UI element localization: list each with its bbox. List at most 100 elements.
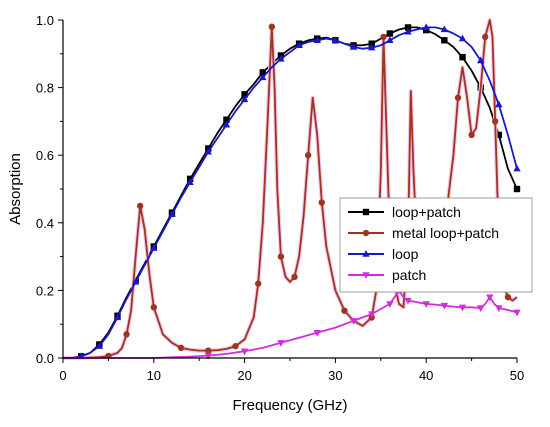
y-tick-label: 0.6 <box>36 148 54 163</box>
data-point <box>240 95 249 103</box>
x-tick-label: 50 <box>510 368 524 383</box>
series-line <box>63 26 518 359</box>
legend-label: metal loop+patch <box>392 225 499 241</box>
data-point <box>349 43 358 50</box>
data-point <box>277 340 285 347</box>
data-point <box>513 309 521 317</box>
data-point <box>136 202 144 210</box>
y-axis-title: Absorption <box>7 153 24 225</box>
data-point <box>277 54 285 62</box>
data-point <box>240 348 249 356</box>
data-point <box>268 23 276 30</box>
y-tick-label: 0.2 <box>36 283 54 298</box>
data-point <box>468 131 475 139</box>
data-point <box>386 301 394 308</box>
data-point <box>204 147 212 155</box>
data-point <box>440 25 449 33</box>
data-point <box>177 344 185 352</box>
plot-area <box>63 18 521 360</box>
data-point <box>368 311 376 319</box>
legend-marker <box>362 229 370 237</box>
legend: loop+patch metal loop+patch loop patch <box>339 197 533 293</box>
data-point <box>504 293 512 301</box>
data-point <box>318 199 325 206</box>
x-tick-label: 10 <box>147 368 161 383</box>
data-point <box>123 331 130 338</box>
legend-box <box>339 197 533 293</box>
data-point <box>495 305 503 312</box>
data-point <box>476 305 485 312</box>
series-patch <box>63 287 521 360</box>
x-axis-title: Frequency (GHz) <box>232 397 347 414</box>
data-point <box>386 36 394 43</box>
series-line <box>63 19 518 359</box>
data-point <box>423 26 430 34</box>
data-point <box>458 304 467 312</box>
x-axis-ticks: 0 10 20 30 40 50 <box>59 358 524 383</box>
data-point <box>205 347 212 354</box>
data-point <box>513 185 521 193</box>
data-point <box>404 297 412 305</box>
data-point <box>222 120 231 128</box>
x-tick-label: 40 <box>419 368 433 383</box>
y-tick-label: 0.8 <box>36 81 54 96</box>
data-point <box>259 69 266 76</box>
data-point <box>404 24 412 31</box>
data-point <box>241 91 248 98</box>
data-point <box>113 313 122 321</box>
data-point <box>255 280 262 287</box>
data-point <box>422 301 430 308</box>
legend-marker <box>362 250 370 257</box>
data-point <box>458 34 467 42</box>
data-point <box>349 318 358 325</box>
data-point <box>422 23 430 31</box>
data-point <box>495 131 503 139</box>
legend-item: patch <box>348 267 426 283</box>
data-point <box>476 56 485 64</box>
x-tick-label: 30 <box>328 368 342 383</box>
data-point <box>313 36 321 43</box>
data-point <box>386 30 394 37</box>
data-point <box>482 33 489 41</box>
data-point <box>150 304 157 311</box>
x-tick-label: 0 <box>59 368 66 383</box>
data-point <box>232 342 239 350</box>
legend-marker <box>362 272 370 279</box>
data-point <box>440 302 449 310</box>
y-tick-label: 0.0 <box>36 351 54 366</box>
data-point <box>295 41 303 49</box>
data-point <box>259 73 267 81</box>
data-point <box>204 352 212 360</box>
series-loop <box>63 23 521 360</box>
data-point <box>131 277 140 285</box>
y-axis-ticks: 0.0 0.2 0.4 0.6 0.8 1.0 <box>36 13 63 366</box>
legend-label: loop <box>392 246 419 262</box>
data-point <box>513 164 521 172</box>
legend-item: loop+patch <box>348 204 461 220</box>
data-point <box>495 100 503 108</box>
data-point <box>404 27 412 35</box>
y-tick-label: 0.4 <box>36 216 54 231</box>
data-point <box>441 37 448 44</box>
data-point <box>95 342 104 349</box>
data-point <box>368 40 375 47</box>
data-point <box>277 253 285 260</box>
data-point <box>486 294 494 302</box>
data-point <box>380 33 387 41</box>
data-point <box>313 329 321 337</box>
data-point <box>368 43 376 51</box>
legend-marker <box>362 208 370 216</box>
data-point <box>454 94 462 101</box>
legend-label: patch <box>392 267 426 283</box>
legend-item: loop <box>348 246 419 262</box>
data-point <box>223 116 230 123</box>
y-tick-label: 1.0 <box>36 13 54 28</box>
data-point <box>492 118 499 125</box>
data-point <box>291 273 298 281</box>
legend-item: metal loop+patch <box>348 225 499 241</box>
data-point <box>331 36 340 43</box>
data-point <box>459 53 466 61</box>
data-point <box>168 210 176 218</box>
data-point <box>341 307 348 314</box>
